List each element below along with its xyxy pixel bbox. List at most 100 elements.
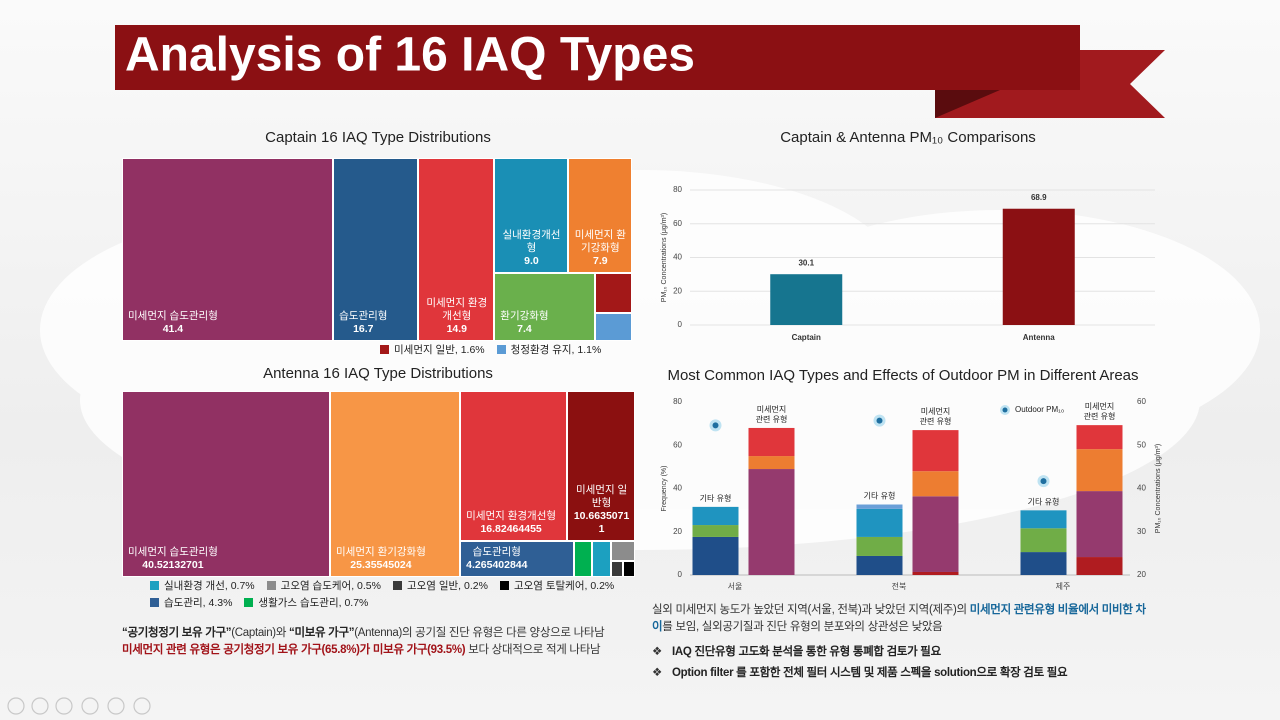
right-note: 실외 미세먼지 농도가 높았던 지역(서울, 전북)과 낮았던 지역(제주)의 …: [652, 602, 1152, 686]
cell-value: 9.0: [524, 254, 539, 267]
cell-name: 미세먼지 습도관리형: [128, 310, 218, 322]
cell-name: 실내환경개선형: [502, 228, 561, 254]
legend-label: 생활가스 습도관리, 0.7%: [258, 597, 369, 609]
cell-value: 4.265402844: [466, 558, 528, 571]
bar-segment: [912, 471, 959, 497]
cell-label: 습도관리형 4.265402844: [461, 546, 531, 576]
treemap-cell: 실내환경개선형 9.0: [494, 158, 568, 273]
y2-axis-label: PM₁₀ Concentrations (μg/m³): [1155, 444, 1162, 533]
legend-label: 고오염 일반, 0.2%: [406, 580, 488, 592]
treemap-cell: 미세먼지 일반형 10.66350711: [567, 391, 635, 542]
scatter-point: [876, 417, 883, 424]
y-tick-label: 40: [673, 484, 682, 493]
cell-value: 14.9: [446, 323, 467, 335]
legend-swatch: [266, 581, 276, 590]
treemap-cell: [592, 541, 612, 577]
bar-segment: [912, 496, 959, 572]
bar-segment: [912, 571, 959, 575]
data-label: 30.1: [798, 258, 814, 267]
banner-fold: [935, 90, 1000, 118]
treemap-cell: [623, 561, 635, 577]
legend-swatch: [499, 581, 509, 590]
bar-group-label: 관련 유형: [756, 414, 788, 424]
y-tick-label: 60: [673, 440, 682, 449]
bar-segment: [692, 506, 739, 526]
legend-label: 고오염 습도케어, 0.5%: [280, 580, 381, 592]
cell-value: 7.9: [593, 254, 608, 267]
bar-segment: [1076, 425, 1123, 450]
legend-label: 실내환경 개선, 0.7%: [164, 580, 255, 592]
y-tick-label: 80: [673, 397, 682, 406]
legend-label: 청정환경 유지, 1.1%: [510, 344, 602, 356]
legend-marker: [1002, 407, 1008, 413]
y2-tick-label: 30: [1137, 527, 1146, 536]
cell-name: 미세먼지 환기강화형: [574, 228, 626, 254]
x-tick-label: 제주: [1056, 582, 1071, 591]
cell-label: 미세먼지 환기강화형 7.9: [569, 229, 631, 272]
legend-label: 미세먼지 일반, 1.6%: [394, 344, 485, 356]
bar-segment: [1076, 491, 1123, 558]
scatter-point: [1040, 478, 1047, 485]
chart-title: Most Common IAQ Types and Effects of Out…: [667, 367, 1138, 384]
treemap-cell: [595, 313, 632, 341]
bar-group-label: 기타 유형: [700, 494, 732, 503]
legend-item: 고오염 토탈케어, 0.2%: [499, 578, 615, 593]
legend-item: 습도관리, 4.3%: [150, 595, 232, 610]
bar-group-label: 미세먼지: [757, 404, 786, 414]
legend: 실내환경 개선, 0.7% 고오염 습도케어, 0.5% 고오염 일반, 0.2% 고…: [150, 578, 650, 610]
bar-group-label: 기타 유형: [864, 492, 896, 501]
y2-tick-label: 60: [1137, 397, 1146, 406]
cell-value: 16.82464455: [480, 523, 542, 536]
bar-segment: [1020, 528, 1067, 553]
treemap-cell: [573, 541, 593, 577]
bar-group-label: 관련 유형: [1084, 411, 1116, 421]
cell-name: 습도관리형: [472, 545, 521, 558]
cell-name: 미세먼지 환경개선형: [466, 510, 557, 523]
cell-label: 미세먼지 습도관리형 40.52132701: [123, 546, 222, 576]
cell-value: 10.66350711: [573, 510, 630, 536]
cell-name: 미세먼지 습도관리형: [128, 546, 218, 558]
treemap-cell: 습도관리형 16.7: [333, 158, 419, 341]
bar-segment: [692, 536, 739, 575]
chart-title: Captain 16 IAQ Type Distributions: [265, 129, 491, 146]
cell-value: 41.4: [162, 323, 184, 335]
bar-segment: [692, 525, 739, 537]
legend-label: 고오염 토탈케어, 0.2%: [513, 580, 615, 592]
legend-item: 청정환경 유지, 1.1%: [496, 342, 602, 357]
y-axis-label: PM₁₀ Concentrations (μg/m³): [661, 213, 668, 302]
cell-name: 환기강화형: [500, 309, 549, 322]
legend-item: 생활가스 습도관리, 0.7%: [244, 595, 368, 610]
title-banner: [115, 25, 1080, 90]
cell-label: 미세먼지 습도관리형 41.4: [123, 310, 222, 340]
x-tick-label: Captain: [792, 333, 821, 342]
cell-name: 습도관리형: [339, 310, 388, 322]
treemap-cell: 미세먼지 환기강화형 25.35545024: [330, 391, 461, 577]
legend-item: 실내환경 개선, 0.7%: [150, 578, 255, 593]
treemap-cell: 미세먼지 환기강화형 7.9: [567, 158, 632, 273]
bullet: IAQ 진단유형 고도화 분석을 통한 유형 통폐합 검토가 필요: [652, 644, 1152, 661]
bar: [770, 274, 843, 325]
y2-tick-label: 20: [1137, 570, 1146, 579]
cell-label: 미세먼지 일반형 10.66350711: [568, 484, 634, 540]
y-axis-label: Frequency (%): [661, 466, 668, 512]
note-text: “공기청정기 보유 가구”: [122, 627, 232, 639]
legend-swatch: [392, 581, 402, 590]
bar-segment: [1020, 552, 1067, 575]
cell-label: 실내환경개선형 9.0: [495, 229, 566, 272]
bullet: Option filter 를 포함한 전체 필터 시스템 및 제품 스펙을 s…: [652, 665, 1152, 682]
bar-segment: [1076, 557, 1123, 575]
data-label: 68.9: [1031, 193, 1047, 202]
bar-segment: [1020, 510, 1067, 529]
treemap-cell: 미세먼지 습도관리형 40.52132701: [122, 391, 331, 577]
treemap-cell: [611, 561, 623, 577]
slide-title: Analysis of 16 IAQ Types: [125, 29, 695, 82]
chart-title: Antenna 16 IAQ Type Distributions: [263, 365, 493, 382]
cell-label: 환기강화형 7.4: [495, 310, 552, 340]
legend-swatch: [150, 581, 159, 590]
cell-label: 습도관리형 16.7: [334, 310, 391, 340]
note-text: “미보유 가구”: [289, 627, 355, 639]
legend-item: 고오염 습도케어, 0.5%: [266, 578, 381, 593]
legend: 미세먼지 일반, 1.6% 청정환경 유지, 1.1%: [380, 342, 680, 357]
legend-swatch: [496, 345, 506, 354]
